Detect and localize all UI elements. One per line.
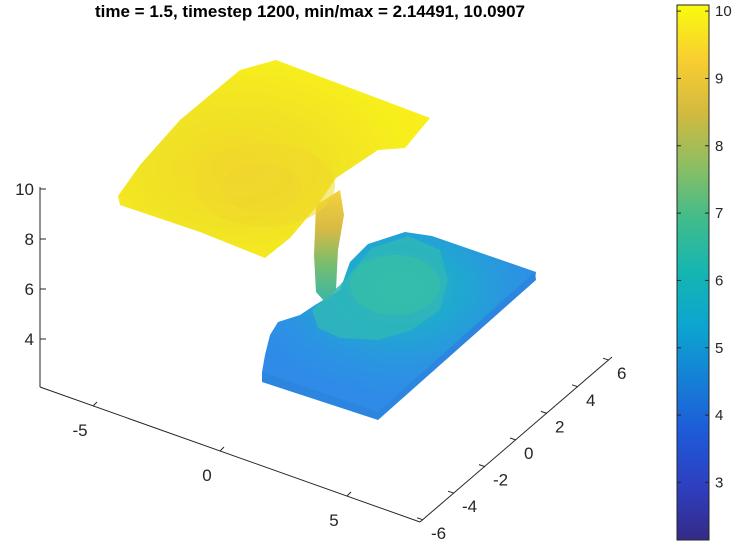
y-tick-label: 4 (586, 391, 595, 410)
x-tick-label: 5 (329, 511, 338, 530)
y-tick-label: 2 (555, 417, 564, 436)
colorbar-tick-label: 9 (715, 70, 723, 87)
y-tick-mark (447, 490, 455, 494)
colorbar-ticks: 3 4 5 6 7 8 9 10 (677, 3, 732, 491)
y-axis-ticks: -6 -4 -2 0 2 4 6 (416, 357, 626, 543)
chart-title: time = 1.5, timestep 1200, min/max = 2.1… (95, 2, 525, 21)
colorbar-tick-label: 8 (715, 138, 723, 155)
axes-3d: 4 6 8 10 -5 0 5 -6 -4 -2 0 2 4 6 (15, 180, 626, 543)
upper-ripple-inner (222, 164, 302, 212)
lower-surface (262, 232, 536, 420)
y-tick-label: 6 (617, 364, 626, 383)
z-tick-label: 10 (15, 180, 34, 199)
y-tick-label: -2 (493, 471, 508, 490)
y-tick-mark (602, 357, 610, 361)
colorbar-gradient (676, 4, 710, 541)
x-axis-ticks: -5 0 5 (72, 401, 352, 530)
y-tick-mark (540, 410, 548, 414)
y-tick-mark (416, 517, 424, 521)
y-tick-label: -6 (431, 524, 446, 543)
x-tick-mark (92, 401, 98, 407)
x-tick-mark (346, 491, 352, 497)
colorbar: 3 4 5 6 7 8 9 10 (676, 3, 732, 541)
colorbar-tick-label: 10 (715, 3, 732, 20)
x-tick-label: -5 (72, 421, 87, 440)
z-tick-label: 8 (25, 230, 34, 249)
upper-surface (118, 60, 430, 258)
z-axis-ticks: 4 6 8 10 (15, 180, 46, 349)
y-tick-mark (509, 437, 517, 441)
colorbar-tick-label: 7 (715, 205, 723, 222)
upper-ripple (195, 143, 335, 227)
lower-crest (350, 255, 440, 315)
z-tick-label: 4 (25, 330, 34, 349)
colorbar-tick-label: 3 (715, 474, 723, 491)
colorbar-tick-label: 6 (715, 272, 723, 289)
y-tick-label: 0 (524, 444, 533, 463)
z-tick-label: 6 (25, 280, 34, 299)
y-tick-label: -4 (462, 497, 477, 516)
transition-column (314, 190, 344, 302)
x-axis-line (39, 386, 421, 523)
colorbar-tick-label: 5 (715, 340, 723, 357)
x-tick-mark (219, 446, 225, 452)
x-tick-label: 0 (202, 466, 211, 485)
colorbar-tick-label: 4 (715, 407, 723, 424)
y-tick-mark (478, 464, 486, 468)
y-tick-mark (571, 384, 579, 388)
